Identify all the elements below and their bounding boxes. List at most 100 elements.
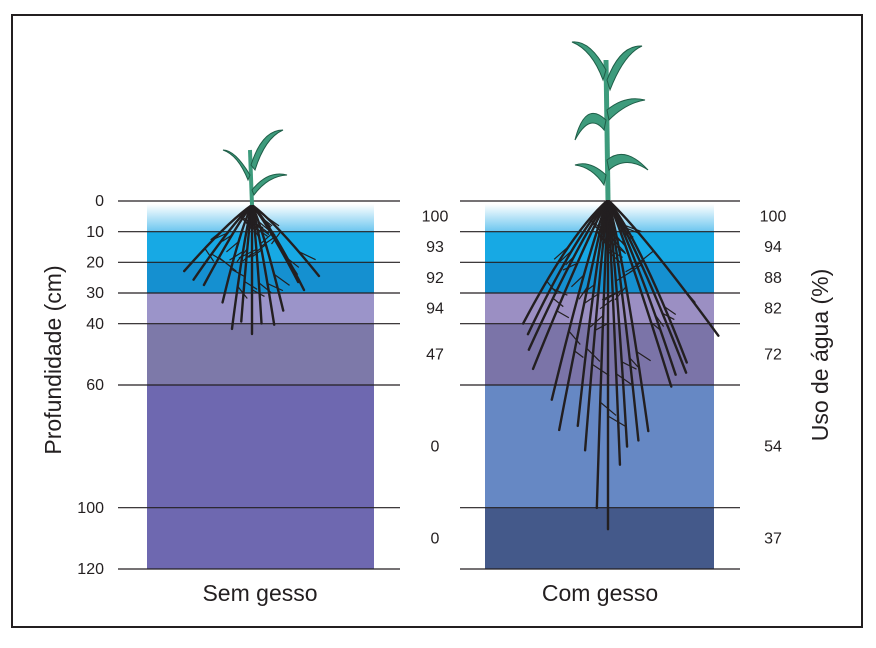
y-tick-label: 120 <box>77 561 104 578</box>
rootlet <box>552 297 564 308</box>
rootlet <box>260 236 276 247</box>
rootlet <box>568 330 581 345</box>
stem <box>248 149 254 206</box>
soil-layer <box>147 262 374 293</box>
rootlet <box>571 274 585 288</box>
rootlet <box>556 310 570 319</box>
soil-layer <box>147 323 374 385</box>
rootlet <box>236 248 248 263</box>
rootlet <box>221 234 233 242</box>
rootlet <box>650 321 661 331</box>
rootlet <box>230 268 246 278</box>
soil-layer <box>147 385 374 508</box>
rootlet <box>242 252 253 262</box>
water-use-label: 94 <box>764 239 782 256</box>
rootlet <box>218 257 237 272</box>
leaf <box>571 41 607 82</box>
rootlet <box>238 248 257 259</box>
water-use-label: 92 <box>426 270 444 287</box>
rootlet <box>636 250 654 265</box>
rootlet <box>565 255 575 266</box>
rootlet <box>256 223 270 234</box>
leaf <box>606 98 646 122</box>
y-tick-label: 0 <box>95 193 104 210</box>
y-tick-label: 30 <box>86 285 104 302</box>
water-use-label: 47 <box>426 347 444 364</box>
rootlet <box>583 293 599 305</box>
y-tick-label: 20 <box>86 255 104 272</box>
rootlet <box>553 245 570 260</box>
leaf <box>251 173 288 197</box>
rootlet <box>558 249 573 264</box>
plants <box>183 41 720 531</box>
rootlet <box>226 241 240 253</box>
leaf <box>222 149 251 182</box>
rootlet <box>264 215 280 227</box>
water-use-label: 82 <box>764 301 782 318</box>
rootlet <box>636 351 651 362</box>
root <box>202 203 254 287</box>
leaf <box>250 129 284 172</box>
soil-layers <box>147 204 714 569</box>
rootlet <box>229 250 244 261</box>
rootlet <box>248 244 267 258</box>
soil-layer <box>147 507 374 569</box>
water-use-label: 88 <box>764 270 782 287</box>
root <box>606 198 688 364</box>
water-use-label: 93 <box>426 239 444 256</box>
y-axis-title: Profundidade (cm) <box>40 265 66 454</box>
leaf <box>606 153 649 171</box>
ticks: 100 93 92 94 47 0 0 100 94 88 82 72 54 37 0 10 20 30 40 60 1… <box>77 193 786 578</box>
rootlet <box>614 286 627 301</box>
rootlet <box>298 251 316 261</box>
rootlet <box>629 264 642 274</box>
stem <box>603 59 611 201</box>
rootlet <box>589 315 604 328</box>
y2-axis-title: Uso de água (%) <box>807 269 833 442</box>
column-label: Sem gesso <box>202 580 317 606</box>
rootlet <box>581 284 595 295</box>
rootlet <box>654 314 665 327</box>
rootlet <box>260 233 272 244</box>
rootlet <box>615 373 634 386</box>
leaf <box>574 163 607 187</box>
root <box>250 203 321 278</box>
water-use-label: 72 <box>764 347 782 364</box>
rootlet <box>595 322 609 331</box>
rootlet <box>624 224 642 233</box>
rootlet <box>603 289 622 301</box>
rootlet <box>273 273 290 286</box>
rootlet <box>683 288 696 304</box>
root <box>583 198 610 452</box>
rootlet <box>599 298 614 310</box>
water-use-label: 0 <box>431 531 440 548</box>
column-label: Com gesso <box>542 580 658 606</box>
rootlet <box>250 249 262 259</box>
leaf <box>574 112 607 141</box>
y-tick-label: 60 <box>86 377 104 394</box>
water-use-label: 94 <box>426 301 444 318</box>
rootlet <box>562 262 578 271</box>
soil-layer <box>485 507 714 569</box>
rootlet <box>271 231 282 245</box>
water-use-label: 100 <box>422 209 449 226</box>
rootlet <box>251 289 265 297</box>
rootlet <box>630 260 644 270</box>
root <box>531 198 610 371</box>
rootlet <box>629 357 639 368</box>
y-tick-label: 10 <box>86 224 104 241</box>
rootlet <box>607 415 627 427</box>
rootlet <box>212 232 228 241</box>
rootlet <box>627 220 640 233</box>
rootlet <box>267 283 284 292</box>
rootlet <box>574 350 584 358</box>
y-tick-label: 100 <box>77 500 104 517</box>
rootlet <box>262 217 272 228</box>
water-use-label: 37 <box>764 531 782 548</box>
leaf <box>606 45 643 92</box>
rootlet <box>621 361 637 370</box>
y-tick-label: 40 <box>86 316 104 333</box>
rootlet <box>210 229 224 241</box>
rootlet <box>663 306 677 315</box>
